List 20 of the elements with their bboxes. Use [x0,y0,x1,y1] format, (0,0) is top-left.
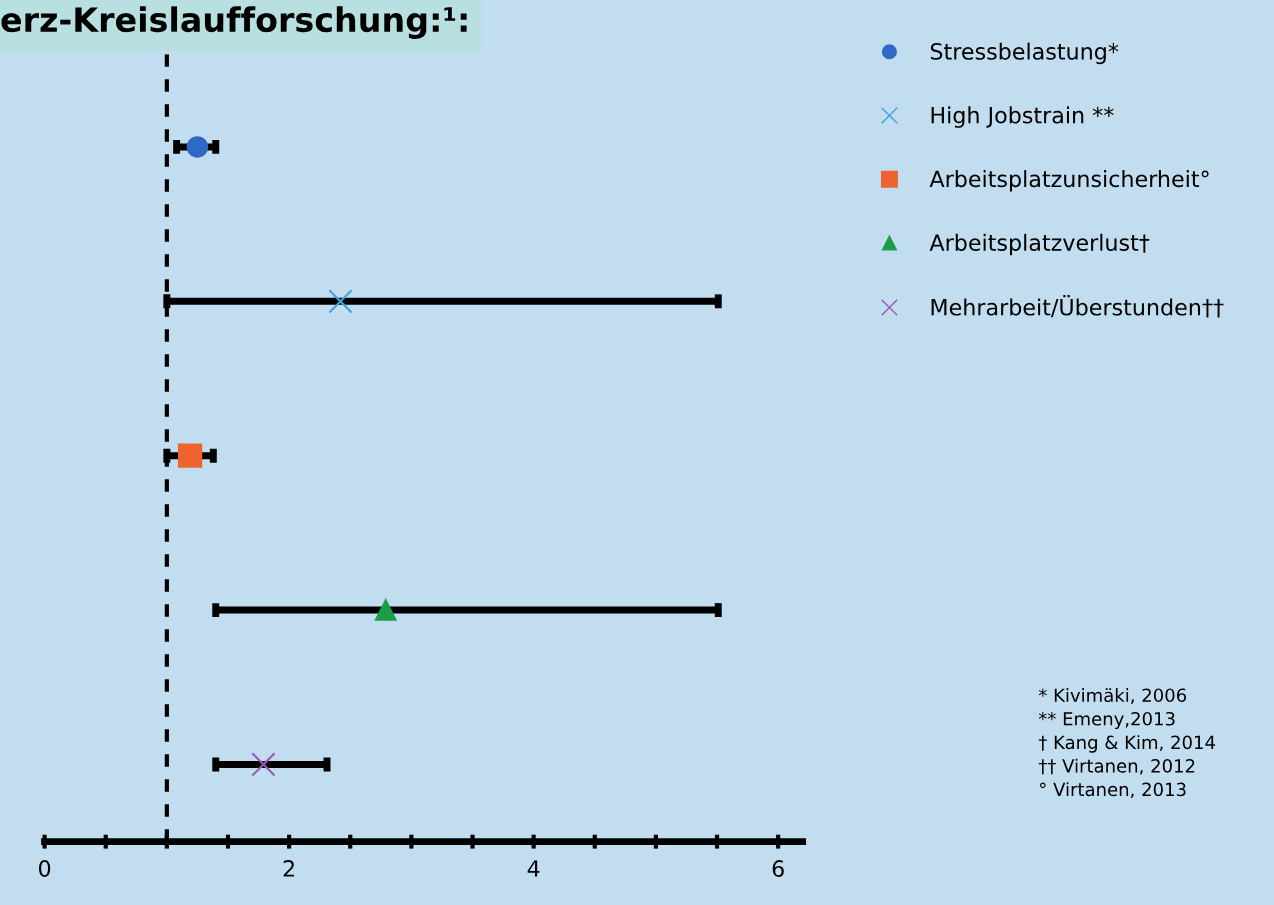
text: * Kivimäki, 2006 [1038,688,1187,704]
legend-label: High Jobstrain ** [931,106,1114,128]
text: † Kang & Kim, 2014 [1038,735,1215,753]
chart-title: erz-Kreislaufforschung:¹: [1,6,467,39]
legend-label: Arbeitsplatzunsicherheit° [929,170,1209,192]
x-tick-label: 0 [38,860,51,877]
text: ** Emeny,2013 [1038,711,1175,730]
point [186,136,209,158]
text: †† Virtanen, 2012 [1038,758,1195,775]
x-tick-label: 6 [772,860,784,877]
x-tick-label: 2 [283,860,294,877]
legend-label: Arbeitsplatzverlust† [929,233,1150,256]
legend-label: Mehrarbeit/Überstunden†† [931,295,1224,318]
text: ° Virtanen, 2013 [1040,782,1186,799]
legend-label: Stressbelastung* [930,42,1119,65]
point [251,752,276,777]
point [374,599,397,621]
x-tick-label: 4 [527,860,540,877]
point [177,443,203,468]
point [328,289,353,314]
